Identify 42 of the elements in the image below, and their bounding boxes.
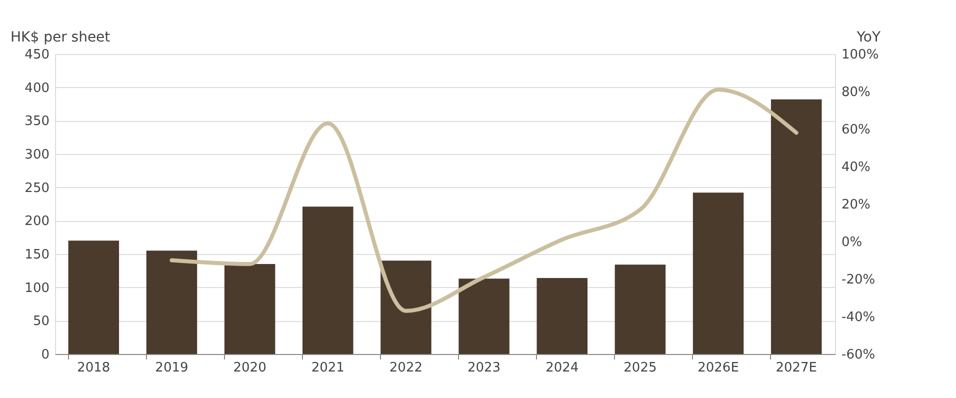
bar <box>146 250 198 354</box>
x-tick-label: 2026E <box>698 360 739 376</box>
y2-tick-label: -60% <box>842 348 876 362</box>
y2-tick-label: -40% <box>842 310 876 325</box>
x-tick-label: 2022 <box>389 360 423 376</box>
x-tick-label: 2021 <box>311 360 344 376</box>
y-tick-label: 450 <box>24 48 50 62</box>
x-tick-label: 2027E <box>776 360 818 376</box>
x-tick-label: 2024 <box>546 360 579 376</box>
bar <box>68 240 120 354</box>
y-tick-label: 100 <box>24 280 50 296</box>
y2-tick-label: 100% <box>842 48 879 62</box>
x-tick-label: 2023 <box>467 360 501 376</box>
y2-tick-label: 40% <box>842 160 870 175</box>
bar <box>536 278 588 354</box>
y-tick-label: 300 <box>24 148 50 162</box>
bar <box>692 192 744 354</box>
bar <box>380 260 432 354</box>
y2-tick-label: 60% <box>842 122 870 138</box>
y2-tick-label: 20% <box>842 198 870 212</box>
y2-tick-label: 80% <box>842 85 870 100</box>
y-tick-label: 400 <box>24 80 50 96</box>
bar <box>302 206 354 354</box>
x-tick-label: 2018 <box>77 360 110 376</box>
y-tick-label: 250 <box>24 180 50 196</box>
bar <box>458 278 510 354</box>
y-tick-label: 150 <box>24 248 50 262</box>
x-tick-label: 2019 <box>155 360 188 376</box>
bar <box>614 264 666 354</box>
x-tick-label: 2020 <box>233 360 266 376</box>
y2-tick-label: 0% <box>842 235 862 250</box>
y-tick-label: 50 <box>32 314 50 330</box>
bar <box>770 99 822 354</box>
y2-axis-title: YoY <box>856 30 881 46</box>
bar <box>224 264 276 354</box>
y-axis-title: HK$ per sheet <box>10 30 111 46</box>
line-series <box>170 88 798 313</box>
y-tick-label: 350 <box>24 114 50 130</box>
y-tick-label: 200 <box>24 214 50 230</box>
x-tick-label: 2025 <box>624 360 657 376</box>
y2-tick-label: -20% <box>842 272 876 288</box>
y-tick-label: 0 <box>41 348 50 362</box>
